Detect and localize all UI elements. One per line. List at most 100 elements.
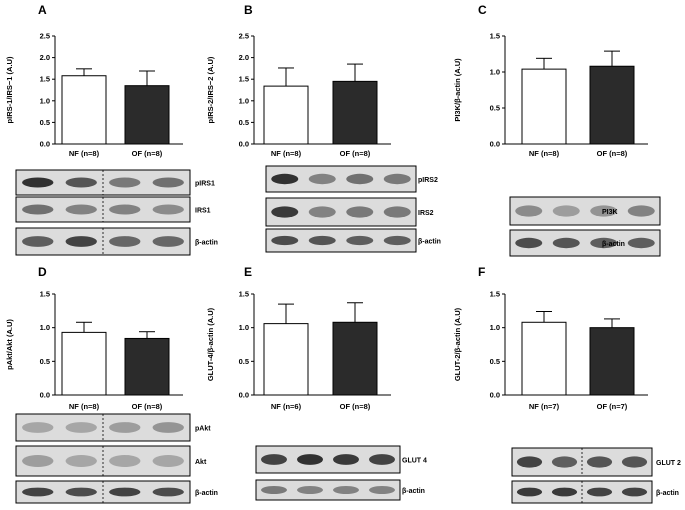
blot-label: pIRS2 (418, 177, 438, 184)
blot-band (261, 486, 287, 494)
blot-label: pAkt (195, 426, 211, 433)
blot-band (383, 206, 411, 218)
blot-band (516, 487, 543, 497)
blot-label: β-actin (402, 488, 425, 495)
blot-label: Akt (195, 459, 207, 466)
blot-band (271, 206, 299, 218)
blot-band (515, 205, 543, 217)
blot-band (261, 454, 287, 465)
category-label: OF (n=8) (132, 402, 163, 411)
y-tick-label: 2.5 (40, 32, 50, 41)
blot-band (308, 235, 336, 246)
bar-of (124, 85, 170, 145)
blot-band (621, 456, 648, 468)
blot-strip: GLUT 4 (255, 445, 427, 474)
y-tick-label: 1.5 (40, 75, 50, 84)
panel-d: D 0.0 0.5 1.0 1.5 pAkt/Akt (A.U) NF (n=8) OF (n… (5, 265, 218, 504)
y-axis-label: pIRS-1/IRS−1 (A.U) (5, 56, 14, 123)
category-label: OF (n=8) (132, 149, 163, 158)
blot-label: GLUT 4 (402, 458, 427, 465)
panel-e: E 0.0 0.5 1.0 1.5 GLUT-4/β-actin (A.U) NF (n=6… (206, 265, 427, 501)
blot-strip: GLUT 2 (511, 447, 681, 477)
blot-band (152, 455, 184, 467)
y-tick-label: 2.0 (40, 53, 50, 62)
blot-band (590, 205, 618, 217)
y-tick-label: 0.0 (239, 140, 249, 149)
blot-band (586, 487, 613, 497)
y-tick-label: 0.5 (40, 118, 50, 127)
blot-strip: β-actin (509, 229, 661, 257)
y-tick-label: 0.5 (490, 357, 500, 366)
blot-band (109, 487, 141, 497)
blot-band (551, 487, 578, 497)
blot-band (152, 204, 184, 215)
blot-strip: pIRS1 (15, 169, 215, 196)
blot-band (621, 487, 648, 497)
bar-nf (521, 68, 567, 145)
blot-band (346, 206, 374, 218)
y-tick-label: 0.5 (490, 104, 500, 113)
y-axis-label: pAkt/Akt (A.U) (5, 319, 14, 370)
category-label: OF (n=8) (597, 149, 628, 158)
y-tick-label: 1.0 (239, 96, 249, 105)
blot-band (383, 235, 411, 246)
blot-band (346, 173, 374, 185)
bar-of (124, 337, 170, 396)
blot-band (333, 454, 359, 465)
y-tick-label: 0.0 (40, 140, 50, 149)
blot-band (65, 236, 97, 247)
blot-band (590, 237, 618, 249)
y-tick-label: 0.0 (40, 391, 50, 400)
blot-band (22, 455, 54, 467)
blot-band (65, 455, 97, 467)
blot-label: β-actin (195, 240, 218, 247)
y-axis-label: PI3K/β-actin (A.U) (453, 58, 462, 122)
blot-band (369, 454, 395, 465)
bar-of (589, 65, 635, 145)
blot-band (109, 177, 141, 188)
blot-band (586, 456, 613, 468)
blot-label: β-actin (656, 490, 679, 497)
y-tick-label: 1.0 (490, 68, 500, 77)
y-tick-label: 1.0 (40, 323, 50, 332)
blot-band (109, 422, 141, 433)
blot-band (627, 205, 655, 217)
blot-band (346, 235, 374, 246)
blot-band (65, 204, 97, 215)
category-label: OF (n=8) (340, 149, 371, 158)
y-tick-label: 0.5 (239, 357, 249, 366)
panel-letter: D (38, 265, 47, 279)
blot-band (22, 236, 54, 247)
category-label: NF (n=8) (69, 402, 100, 411)
blot-strip: β-actin (265, 228, 441, 253)
blot-label: GLUT 2 (656, 460, 681, 467)
bar-nf (263, 85, 309, 145)
y-tick-label: 0.0 (490, 140, 500, 149)
blot-band (516, 456, 543, 468)
blot-band (308, 206, 336, 218)
panel-a: A 0.0 0.5 1.0 1.5 2.0 2.5 pIRS-1/IRS−1 (A.U) NF … (5, 3, 218, 256)
bar-of (589, 327, 635, 396)
panel-letter: F (478, 265, 485, 279)
panel-letter: E (244, 265, 252, 279)
category-label: OF (n=7) (597, 402, 628, 411)
blot-band (65, 177, 97, 188)
panel-letter: C (478, 3, 487, 17)
blot-strip: IRS1 (15, 196, 211, 223)
blot-band (552, 205, 580, 217)
blot-band (152, 236, 184, 247)
blot-band (383, 173, 411, 185)
category-label: NF (n=8) (271, 149, 302, 158)
bar-nf (61, 331, 107, 396)
panel-c: C 0.0 0.5 1.0 1.5 PI3K/β-actin (A.U) NF (n=8) O… (453, 3, 661, 257)
category-label: NF (n=8) (529, 149, 560, 158)
blot-band (22, 177, 54, 188)
blot-band (297, 454, 323, 465)
blot-band (152, 487, 184, 497)
blot-band (65, 422, 97, 433)
y-axis-label: pIRS-2/IRS−2 (A.U) (206, 56, 215, 123)
blot-label: β-actin (418, 239, 441, 246)
blot-band (333, 486, 359, 494)
blot-label: IRS1 (195, 208, 211, 215)
y-axis-label: GLUT-2/β-actin (A.U) (453, 307, 462, 381)
